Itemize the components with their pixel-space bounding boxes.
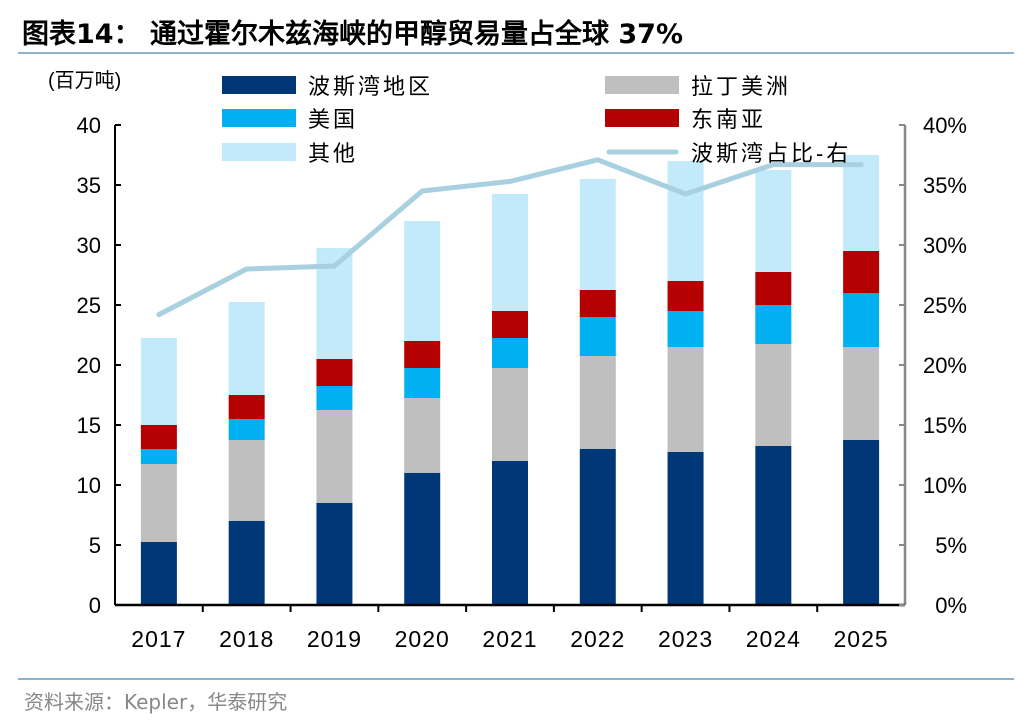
bar-segment-2024-0 <box>755 446 792 605</box>
bar-segment-2017-0 <box>140 542 177 605</box>
bar-segment-2022-1 <box>579 356 616 449</box>
bar-segment-2020-4 <box>404 221 441 341</box>
bar-segment-2020-0 <box>404 473 441 605</box>
bar-segment-2025-0 <box>843 440 880 605</box>
y2-tick-label: 5% <box>935 533 967 558</box>
x-tick-label: 2018 <box>219 626 274 652</box>
bar-segment-2021-1 <box>492 368 528 461</box>
bar-segment-2025-4 <box>843 155 880 251</box>
bar-segment-2020-3 <box>404 341 441 368</box>
source-divider <box>18 678 1014 680</box>
bar-segment-2018-4 <box>228 302 265 395</box>
legend-label-1: 拉丁美洲 <box>691 74 791 99</box>
x-tick-label: 2017 <box>131 626 186 652</box>
y2-tick-label: 0% <box>935 593 967 618</box>
y-tick-label: 20 <box>77 353 101 378</box>
chart-title: 图表14： 通过霍尔木兹海峡的甲醇贸易量占全球 37% <box>22 19 683 50</box>
legend-swatch-2 <box>222 109 296 127</box>
x-tick-label: 2023 <box>658 626 713 652</box>
x-tick-label: 2019 <box>307 626 362 652</box>
bar-segment-2021-4 <box>492 194 528 311</box>
bar-segment-2023-4 <box>667 161 704 281</box>
bar-segment-2023-0 <box>667 452 704 605</box>
x-tick-label: 2025 <box>834 626 889 652</box>
legend-swatch-1 <box>605 76 679 94</box>
y2-tick-label: 20% <box>923 353 967 378</box>
bar-segment-2019-2 <box>316 386 353 410</box>
bar-segment-2019-0 <box>316 503 353 605</box>
legend-label-line: 波斯湾占比-右 <box>691 141 851 166</box>
legend-label-0: 波斯湾地区 <box>308 74 433 99</box>
bar-segment-2021-3 <box>492 311 528 338</box>
bar-segment-2019-3 <box>316 359 353 386</box>
y-tick-label: 40 <box>77 113 101 138</box>
y2-tick-label: 10% <box>923 473 967 498</box>
bar-segment-2018-0 <box>228 521 265 605</box>
bar-segment-2018-3 <box>228 395 265 419</box>
bar-segment-2020-1 <box>404 398 441 473</box>
y-tick-label: 0 <box>89 593 101 618</box>
x-tick-label: 2024 <box>746 626 801 652</box>
bar-segment-2022-3 <box>579 290 616 317</box>
bar-segment-2024-1 <box>755 344 792 446</box>
legend-label-2: 美国 <box>308 107 358 132</box>
y2-tick-label: 15% <box>923 413 967 438</box>
y-tick-label: 25 <box>77 293 101 318</box>
source-note: 资料来源：Kepler，华泰研究 <box>24 690 288 714</box>
x-tick-label: 2021 <box>482 626 537 652</box>
bar-segment-2017-2 <box>140 449 177 464</box>
bar-segment-2022-4 <box>579 179 616 290</box>
legend-swatch-3 <box>605 109 679 127</box>
y2-tick-label: 40% <box>923 113 967 138</box>
bar-segment-2022-0 <box>579 449 616 605</box>
bar-segment-2017-3 <box>140 425 177 449</box>
y-axis-label: (百万吨) <box>48 69 121 92</box>
bar-segment-2025-3 <box>843 251 880 293</box>
legend-swatch-4 <box>222 143 296 161</box>
bar-segment-2018-1 <box>228 440 265 521</box>
bar-segment-2025-1 <box>843 347 880 440</box>
legend-label-4: 其他 <box>308 141 358 166</box>
bar-segment-2021-0 <box>492 461 528 605</box>
y2-tick-label: 35% <box>923 173 967 198</box>
y-tick-label: 35 <box>77 173 101 198</box>
bar-segment-2017-4 <box>140 338 177 425</box>
y-tick-label: 30 <box>77 233 101 258</box>
bar-segment-2024-3 <box>755 272 792 305</box>
bar-segment-2018-2 <box>228 419 265 440</box>
x-tick-label: 2022 <box>570 626 625 652</box>
bar-segment-2025-2 <box>843 293 880 347</box>
bar-segment-2024-2 <box>755 305 792 344</box>
bar-segment-2017-1 <box>140 464 177 542</box>
y2-tick-label: 25% <box>923 293 967 318</box>
bar-segment-2023-1 <box>667 347 704 452</box>
bar-segment-2024-4 <box>755 170 792 272</box>
title-divider <box>18 52 1014 54</box>
y-tick-label: 15 <box>77 413 101 438</box>
y-tick-label: 5 <box>89 533 101 558</box>
bar-segment-2019-1 <box>316 410 353 503</box>
bar-segment-2023-2 <box>667 311 704 347</box>
bar-segment-2022-2 <box>579 317 616 356</box>
bar-segment-2020-2 <box>404 368 441 398</box>
bar-segment-2021-2 <box>492 338 528 368</box>
legend-label-3: 东南亚 <box>691 107 766 132</box>
y-tick-label: 10 <box>77 473 101 498</box>
legend-swatch-0 <box>222 76 296 94</box>
bar-segment-2023-3 <box>667 281 704 311</box>
x-tick-label: 2020 <box>395 626 450 652</box>
y2-tick-label: 30% <box>923 233 967 258</box>
